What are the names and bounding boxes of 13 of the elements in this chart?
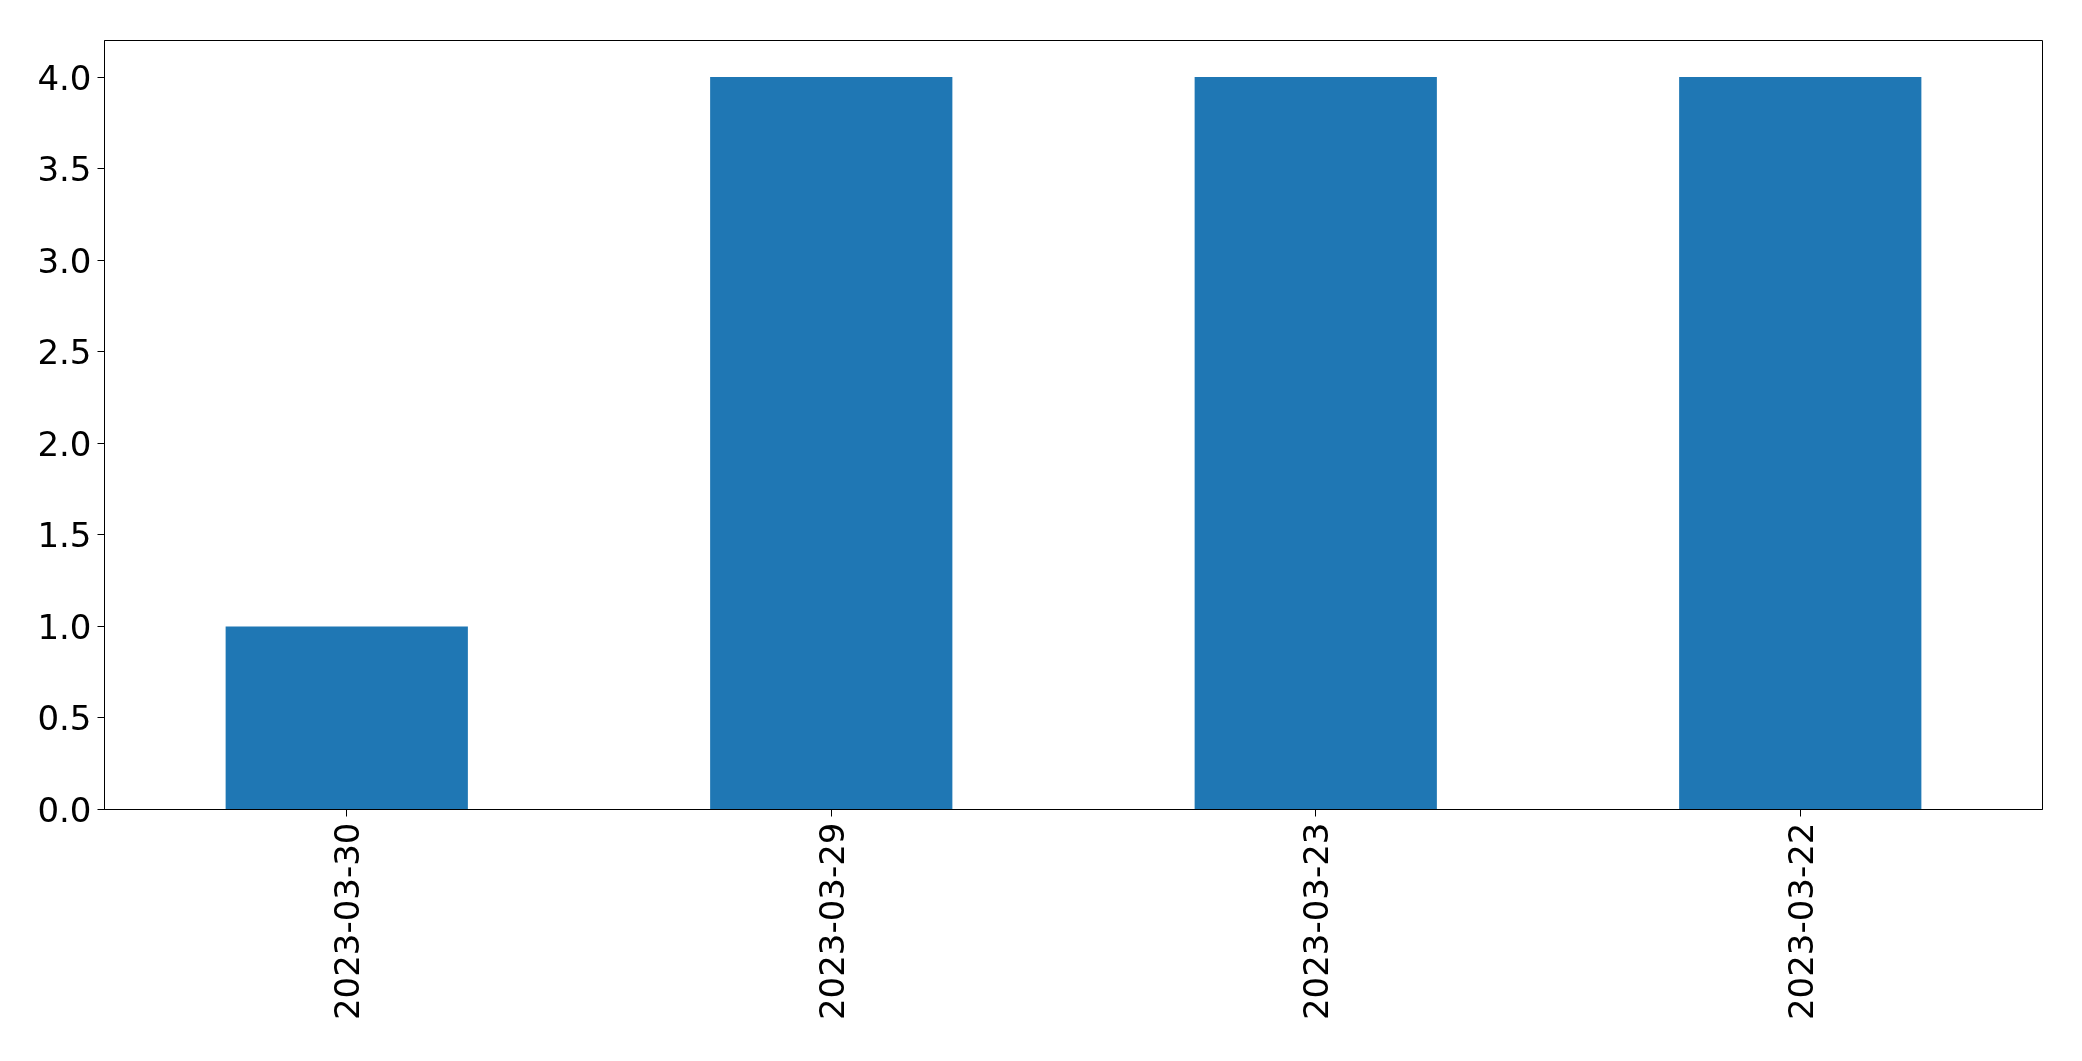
y-tick-label: 1.0 (37, 606, 92, 647)
x-tick-label: 2023-03-29 (811, 822, 852, 1021)
y-tick-label: 3.5 (37, 149, 92, 190)
y-tick-label: 2.5 (37, 332, 92, 373)
y-tick-label: 0.5 (37, 698, 92, 739)
y-tick-label: 1.5 (37, 515, 92, 556)
y-tick-label: 3.0 (37, 240, 92, 281)
x-tick-label: 2023-03-22 (1780, 822, 1821, 1021)
x-tick-label: 2023-03-23 (1296, 822, 1337, 1021)
y-tick-label: 2.0 (37, 423, 92, 464)
y-tick-label: 0.0 (37, 790, 92, 830)
x-tick-label: 2023-03-30 (327, 822, 368, 1021)
y-tick-label: 4.0 (37, 57, 92, 98)
